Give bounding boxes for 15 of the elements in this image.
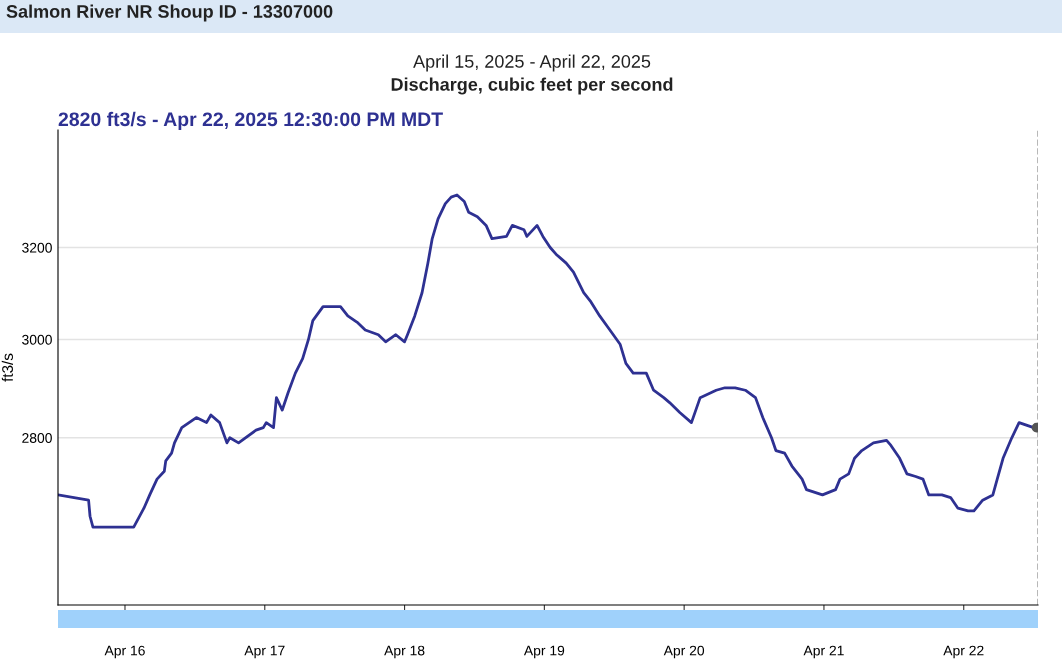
y-tick-label: 3200	[22, 242, 52, 253]
y-tick-label: 3000	[22, 334, 52, 345]
chart-subtitle: April 15, 2025 - April 22, 2025	[413, 54, 651, 72]
x-tick-label: Apr 21	[803, 645, 844, 659]
text: 2820 ft3/s - Apr 22, 2025 12:30:00 PM MDT	[58, 111, 443, 130]
x-tick-label: Apr 17	[244, 645, 285, 659]
chart-title: Salmon River NR Shoup ID - 13307000	[6, 4, 333, 22]
x-tick-label: Apr 19	[523, 645, 565, 659]
x-tick-label: Apr 16	[104, 645, 145, 659]
y-tick-label: 2800	[22, 433, 52, 443]
x-tick-label: Apr 18	[384, 645, 425, 659]
x-tick-label: Apr 20	[663, 645, 705, 659]
x-tick-label: Apr 22	[943, 645, 984, 659]
y-axis-title: ft3/s	[1, 353, 13, 382]
text: Discharge, cubic feet per second	[391, 77, 673, 95]
